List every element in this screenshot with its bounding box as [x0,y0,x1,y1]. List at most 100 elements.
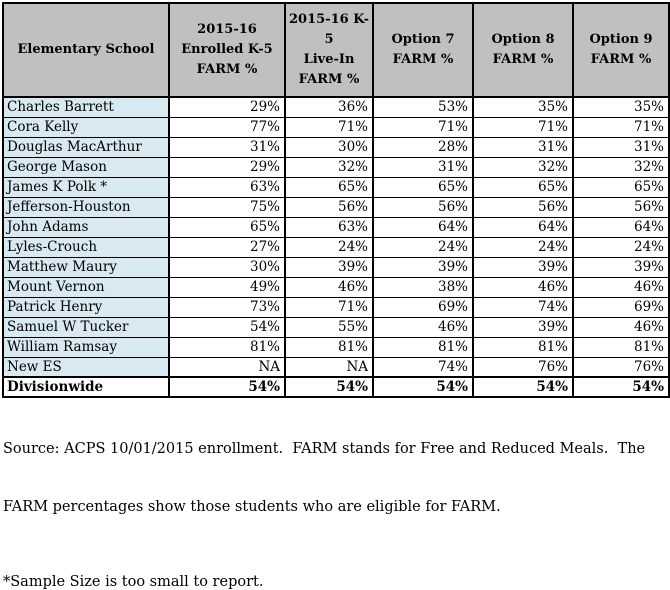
farm-value-cell: 54% [168,376,286,398]
farm-value-cell: 31% [372,156,474,178]
total-row: Divisionwide 54% 54% 54% 54% 54% [2,376,670,398]
school-name-cell: William Ramsay [2,336,170,358]
source-note: Source: ACPS 10/01/2015 enrollment. FARM… [3,402,668,555]
table-header-row: Elementary School 2015-16 Enrolled K-5 F… [2,2,670,98]
farm-value-cell: 63% [284,216,374,238]
table-row: New ES NA NA 74% 76% 76% [2,356,670,378]
table-row: Matthew Maury 30% 39% 39% 39% 39% [2,256,670,278]
farm-value-cell: 71% [284,116,374,138]
farm-value-cell: 46% [284,276,374,298]
farm-value-cell: 65% [168,216,286,238]
column-header-enrolled-farm: 2015-16 Enrolled K-5 FARM % [168,2,286,98]
source-note-line: Source: ACPS 10/01/2015 enrollment. FARM… [3,441,646,458]
table-row: Samuel W Tucker 54% 55% 46% 39% 46% [2,316,670,338]
farm-value-cell: 35% [472,96,574,118]
farm-value-cell: 81% [284,336,374,358]
table-row: John Adams 65% 63% 64% 64% 64% [2,216,670,238]
school-name-cell: Lyles-Crouch [2,236,170,258]
farm-value-cell: 24% [284,236,374,258]
farm-value-cell: 76% [472,356,574,378]
sample-size-footnote: *Sample Size is too small to report. [3,574,264,590]
farm-value-cell: 54% [572,376,670,398]
farm-value-cell: 46% [472,276,574,298]
source-note-line: FARM percentages show those students who… [3,498,501,515]
farm-value-cell: 64% [372,216,474,238]
table-row: Patrick Henry 73% 71% 69% 74% 69% [2,296,670,318]
farm-value-cell: 65% [572,176,670,198]
table-row: James K Polk * 63% 65% 65% 65% 65% [2,176,670,198]
farm-value-cell: 54% [472,376,574,398]
farm-value-cell: 32% [572,156,670,178]
farm-value-cell: 36% [284,96,374,118]
farm-value-cell: 77% [168,116,286,138]
farm-value-cell: 56% [472,196,574,218]
farm-value-cell: 38% [372,276,474,298]
table-row: Charles Barrett 29% 36% 53% 35% 35% [2,96,670,118]
farm-value-cell: 81% [168,336,286,358]
table-row: George Mason 29% 32% 31% 32% 32% [2,156,670,178]
farm-value-cell: 56% [572,196,670,218]
farm-value-cell: 56% [372,196,474,218]
farm-value-cell: 64% [472,216,574,238]
column-header-option9-farm: Option 9 FARM % [572,2,670,98]
farm-value-cell: 65% [372,176,474,198]
farm-value-cell: 71% [372,116,474,138]
school-name-cell: New ES [2,356,170,378]
farm-value-cell: NA [168,356,286,378]
farm-value-cell: 65% [284,176,374,198]
farm-value-cell: 74% [472,296,574,318]
table-body: Charles Barrett 29% 36% 53% 35% 35% Cora Kelly… [2,96,670,398]
school-name-cell: Charles Barrett [2,96,170,118]
table-row: Jefferson-Houston 75% 56% 56% 56% 56% [2,196,670,218]
school-name-cell: Cora Kelly [2,116,170,138]
farm-value-cell: 31% [168,136,286,158]
farm-value-cell: 55% [284,316,374,338]
school-name-cell: Divisionwide [2,376,170,398]
farm-value-cell: 39% [572,256,670,278]
table-row: Cora Kelly 77% 71% 71% 71% 71% [2,116,670,138]
farm-value-cell: 24% [572,236,670,258]
school-name-cell: Jefferson-Houston [2,196,170,218]
farm-value-cell: 27% [168,236,286,258]
farm-value-cell: 73% [168,296,286,318]
farm-value-cell: 65% [472,176,574,198]
farm-value-cell: 81% [372,336,474,358]
school-name-cell: Matthew Maury [2,256,170,278]
farm-value-cell: 74% [372,356,474,378]
column-header-option8-farm: Option 8 FARM % [472,2,574,98]
column-header-school: Elementary School [2,2,170,98]
farm-value-cell: 56% [284,196,374,218]
farm-value-cell: 30% [284,136,374,158]
school-name-cell: George Mason [2,156,170,178]
school-name-cell: John Adams [2,216,170,238]
table-row: William Ramsay 81% 81% 81% 81% 81% [2,336,670,358]
farm-value-cell: NA [284,356,374,378]
farm-value-cell: 35% [572,96,670,118]
farm-value-cell: 32% [472,156,574,178]
farm-value-cell: 49% [168,276,286,298]
farm-value-cell: 71% [472,116,574,138]
farm-value-cell: 53% [372,96,474,118]
farm-value-cell: 69% [572,296,670,318]
school-name-cell: Samuel W Tucker [2,316,170,338]
table-row: Lyles-Crouch 27% 24% 24% 24% 24% [2,236,670,258]
farm-value-cell: 31% [572,136,670,158]
farm-value-cell: 46% [372,316,474,338]
table-row: Mount Vernon 49% 46% 38% 46% 46% [2,276,670,298]
farm-value-cell: 81% [472,336,574,358]
farm-value-cell: 29% [168,156,286,178]
farm-value-cell: 63% [168,176,286,198]
farm-value-cell: 39% [372,256,474,278]
farm-value-cell: 46% [572,316,670,338]
column-header-livein-farm: 2015-16 K-5 Live-In FARM % [284,2,374,98]
farm-value-cell: 71% [284,296,374,318]
farm-value-cell: 24% [372,236,474,258]
farm-value-cell: 54% [372,376,474,398]
farm-value-cell: 54% [284,376,374,398]
farm-value-cell: 75% [168,196,286,218]
school-name-cell: Mount Vernon [2,276,170,298]
farm-value-cell: 81% [572,336,670,358]
farm-value-cell: 24% [472,236,574,258]
school-name-cell: Patrick Henry [2,296,170,318]
farm-value-cell: 39% [472,316,574,338]
